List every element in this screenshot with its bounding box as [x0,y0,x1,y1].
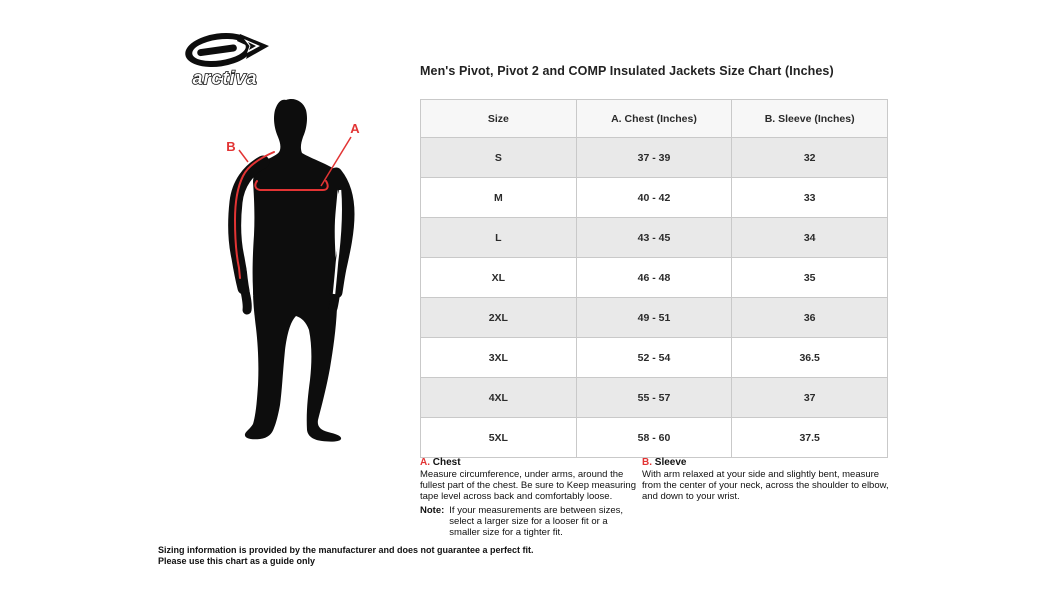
size-cell: L [420,217,577,258]
sleeve-measure-line [233,151,275,279]
brand-logo: arctiva [174,26,276,90]
sleeve-note-heading: B. Sleeve [642,457,894,468]
chest-note-title: Chest [432,457,461,468]
fit-note: Note: If your measurements are between s… [420,505,650,538]
chest-note-heading: A. Chest [420,457,644,468]
silhouette-right-arm [329,167,355,299]
chest-cell: 55 - 57 [575,377,733,418]
table-row: S 37 - 39 32 [420,137,888,178]
disclaimer-line-2: Please use this chart as a guide only [158,555,316,566]
size-cell: XL [420,257,577,298]
chest-measure-line [254,180,329,191]
sleeve-note-prefix: B. [642,457,652,468]
fit-note-body: If your measurements are between sizes, … [449,505,623,538]
chest-cell: 37 - 39 [575,137,733,178]
table-row: L 43 - 45 34 [420,217,888,258]
measurement-figure: A B [226,99,360,442]
sleeve-note-title: Sleeve [654,457,687,468]
sleeve-cell: 37 [731,377,888,418]
table-row: 2XL 49 - 51 36 [420,297,888,338]
table-row: 4XL 55 - 57 37 [420,377,888,418]
chest-cell: 40 - 42 [575,177,733,218]
label-a-pointer-line [320,136,352,187]
arm-torso-gap-left [245,193,254,297]
disclaimer: Sizing information is provided by the ma… [158,545,534,566]
sleeve-note: B. Sleeve With arm relaxed at your side … [642,457,894,502]
col-header-size: Size [420,99,577,138]
size-cell: M [420,177,577,218]
label-b-pointer-line [238,149,249,163]
sleeve-cell: 36 [731,297,888,338]
chest-cell: 43 - 45 [575,217,733,258]
measure-label-b: B [226,139,235,154]
silhouette-right-hand [328,285,341,313]
sleeve-cell: 35 [731,257,888,298]
col-header-sleeve: B. Sleeve (Inches) [731,99,888,138]
chest-note-prefix: A. [420,457,430,468]
measure-label-a: A [350,121,360,136]
chest-cell: 49 - 51 [575,297,733,338]
sleeve-cell: 33 [731,177,888,218]
table-row: M 40 - 42 33 [420,177,888,218]
arctiva-logo-icon: arctiva [185,32,269,89]
page-title: Men's Pivot, Pivot 2 and COMP Insulated … [420,64,834,78]
size-cell: S [420,137,577,178]
sleeve-note-body: With arm relaxed at your side and slight… [642,469,889,502]
male-silhouette [244,99,342,442]
chest-note-body: Measure circumference, under arms, aroun… [420,469,636,502]
chest-cell: 52 - 54 [575,337,733,378]
sleeve-cell: 32 [731,137,888,178]
size-cell: 5XL [420,417,577,458]
table-row: 3XL 52 - 54 36.5 [420,337,888,378]
size-cell: 2XL [420,297,577,338]
brand-wordmark: arctiva [192,68,257,88]
chest-note: A. Chest Measure circumference, under ar… [420,457,644,502]
size-cell: 3XL [420,337,577,378]
table-header-row: Size A. Chest (Inches) B. Sleeve (Inches… [420,99,888,138]
arm-torso-gap-right [332,189,343,295]
chest-cell: 46 - 48 [575,257,733,298]
table-row: 5XL 58 - 60 37.5 [420,417,888,458]
sleeve-cell: 36.5 [731,337,888,378]
fit-note-label: Note: [420,505,445,516]
sleeve-cell: 34 [731,217,888,258]
chest-cell: 58 - 60 [575,417,733,458]
size-chart-table: Size A. Chest (Inches) B. Sleeve (Inches… [420,99,888,458]
size-cell: 4XL [420,377,577,418]
table-row: XL 46 - 48 35 [420,257,888,298]
sleeve-cell: 37.5 [731,417,888,458]
disclaimer-line-1: Sizing information is provided by the ma… [158,545,534,555]
silhouette-left-hand [239,281,252,315]
col-header-chest: A. Chest (Inches) [575,99,733,138]
